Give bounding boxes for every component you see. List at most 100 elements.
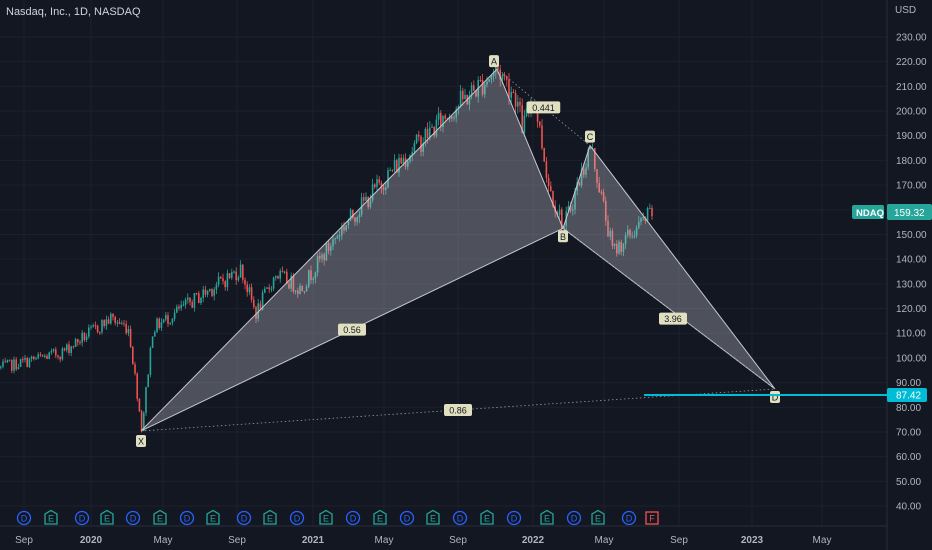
pattern-point-label	[136, 434, 146, 447]
dividend-event-icon[interactable]: D	[16, 510, 32, 526]
earnings-event-icon[interactable]: E	[153, 509, 167, 525]
candle-body	[94, 325, 97, 327]
candle-body	[171, 318, 174, 323]
dividend-event-icon[interactable]: D	[399, 510, 415, 526]
earnings-event-icon[interactable]: E	[480, 509, 494, 525]
candle-body	[517, 101, 519, 107]
candle-body	[217, 276, 220, 285]
earnings-event-icon[interactable]: E	[319, 509, 333, 525]
dividend-event-icon[interactable]: D	[452, 510, 468, 526]
candle-body	[173, 312, 176, 319]
candle-body	[303, 291, 306, 293]
candle-body	[360, 197, 363, 215]
candle-body	[156, 318, 158, 333]
future-event-icon[interactable]: F	[645, 511, 659, 525]
dividend-event-icon[interactable]: D	[506, 510, 522, 526]
event-label: E	[267, 514, 273, 524]
candle-body	[248, 287, 251, 292]
event-label: D	[184, 514, 191, 524]
earnings-event-icon[interactable]: E	[44, 509, 58, 525]
candle-body	[79, 342, 81, 344]
candle-body	[411, 152, 413, 156]
time-tick: Sep	[670, 535, 688, 546]
dividend-event-icon[interactable]: D	[179, 510, 195, 526]
time-tick: Sep	[228, 535, 246, 546]
candle-body	[442, 115, 444, 127]
candle-body	[37, 354, 39, 359]
earnings-event-icon[interactable]: E	[426, 509, 440, 525]
price-tick: 210.00	[896, 82, 927, 93]
candle-body	[24, 357, 26, 360]
dividend-event-icon[interactable]: D	[345, 510, 361, 526]
candle-body	[165, 315, 167, 320]
harmonic-pattern[interactable]: X A B C D 0.441 0.56 3.96 0.86	[136, 55, 780, 447]
earnings-event-icon[interactable]: E	[591, 509, 605, 525]
dividend-event-icon[interactable]: D	[289, 510, 305, 526]
event-label: D	[626, 514, 633, 524]
candle-body	[433, 126, 435, 136]
dividend-event-icon[interactable]: D	[566, 510, 582, 526]
earnings-event-icon[interactable]: E	[206, 509, 220, 525]
candle-body	[358, 214, 361, 218]
candle-body	[283, 271, 286, 273]
candle-body	[123, 323, 125, 325]
candle-body	[70, 346, 72, 353]
dividend-event-icon[interactable]: D	[236, 510, 252, 526]
candle-body	[193, 293, 196, 308]
candle-body	[116, 322, 119, 324]
candle-body	[583, 168, 585, 175]
price-axis[interactable]: 230.00 220.00 210.00 200.00 190.00 180.00 170.…	[896, 33, 927, 513]
earnings-event-icon[interactable]: E	[373, 509, 387, 525]
price-tick: 170.00	[896, 181, 927, 192]
earnings-event-icon[interactable]: E	[540, 509, 554, 525]
candle-body	[96, 325, 99, 332]
candle-body	[431, 126, 433, 128]
candle-body	[138, 398, 141, 412]
dividend-event-icon[interactable]: D	[125, 510, 141, 526]
candle-body	[239, 264, 242, 278]
candle-body	[620, 241, 622, 252]
candle-body	[191, 302, 193, 308]
candle-body	[462, 90, 464, 100]
candle-body	[349, 209, 352, 221]
candle-body	[316, 255, 319, 273]
candle-body	[567, 206, 570, 212]
candle-body	[33, 356, 35, 359]
candle-body	[338, 235, 341, 237]
candle-body	[574, 190, 576, 210]
price-tick: 70.00	[896, 427, 921, 438]
price-tick: 150.00	[896, 230, 927, 241]
candle-body	[286, 271, 288, 284]
candle-body	[598, 182, 600, 192]
dividend-event-icon[interactable]: D	[74, 510, 90, 526]
candle-body	[299, 285, 301, 294]
time-axis[interactable]: Sep 2020 May Sep 2021 May Sep 2022 May Sep 2023 May	[15, 535, 831, 546]
candle-body	[420, 136, 422, 152]
candle-body	[129, 328, 132, 347]
candle-body	[107, 319, 110, 324]
price-tick: 200.00	[896, 107, 927, 118]
dividend-event-icon[interactable]: D	[621, 510, 637, 526]
candle-body	[435, 119, 438, 136]
candle-body	[382, 187, 385, 190]
pattern-dotted-leg	[562, 227, 776, 390]
candle-body	[334, 238, 336, 240]
candle-body	[268, 287, 270, 290]
time-tick: 2023	[741, 535, 764, 546]
candle-body	[224, 281, 226, 288]
candle-body	[195, 293, 198, 295]
candle-body	[501, 75, 504, 80]
candle-body	[354, 217, 356, 222]
candle-body	[83, 332, 86, 340]
candle-body	[539, 121, 541, 126]
candle-body	[143, 412, 145, 431]
candle-body	[490, 76, 493, 80]
candle-body	[506, 76, 508, 80]
symbol-tag	[852, 205, 884, 219]
candle-body	[154, 332, 156, 337]
earnings-event-icon[interactable]: E	[100, 509, 114, 525]
pattern-point-text: A	[491, 57, 497, 67]
earnings-event-icon[interactable]: E	[263, 509, 277, 525]
